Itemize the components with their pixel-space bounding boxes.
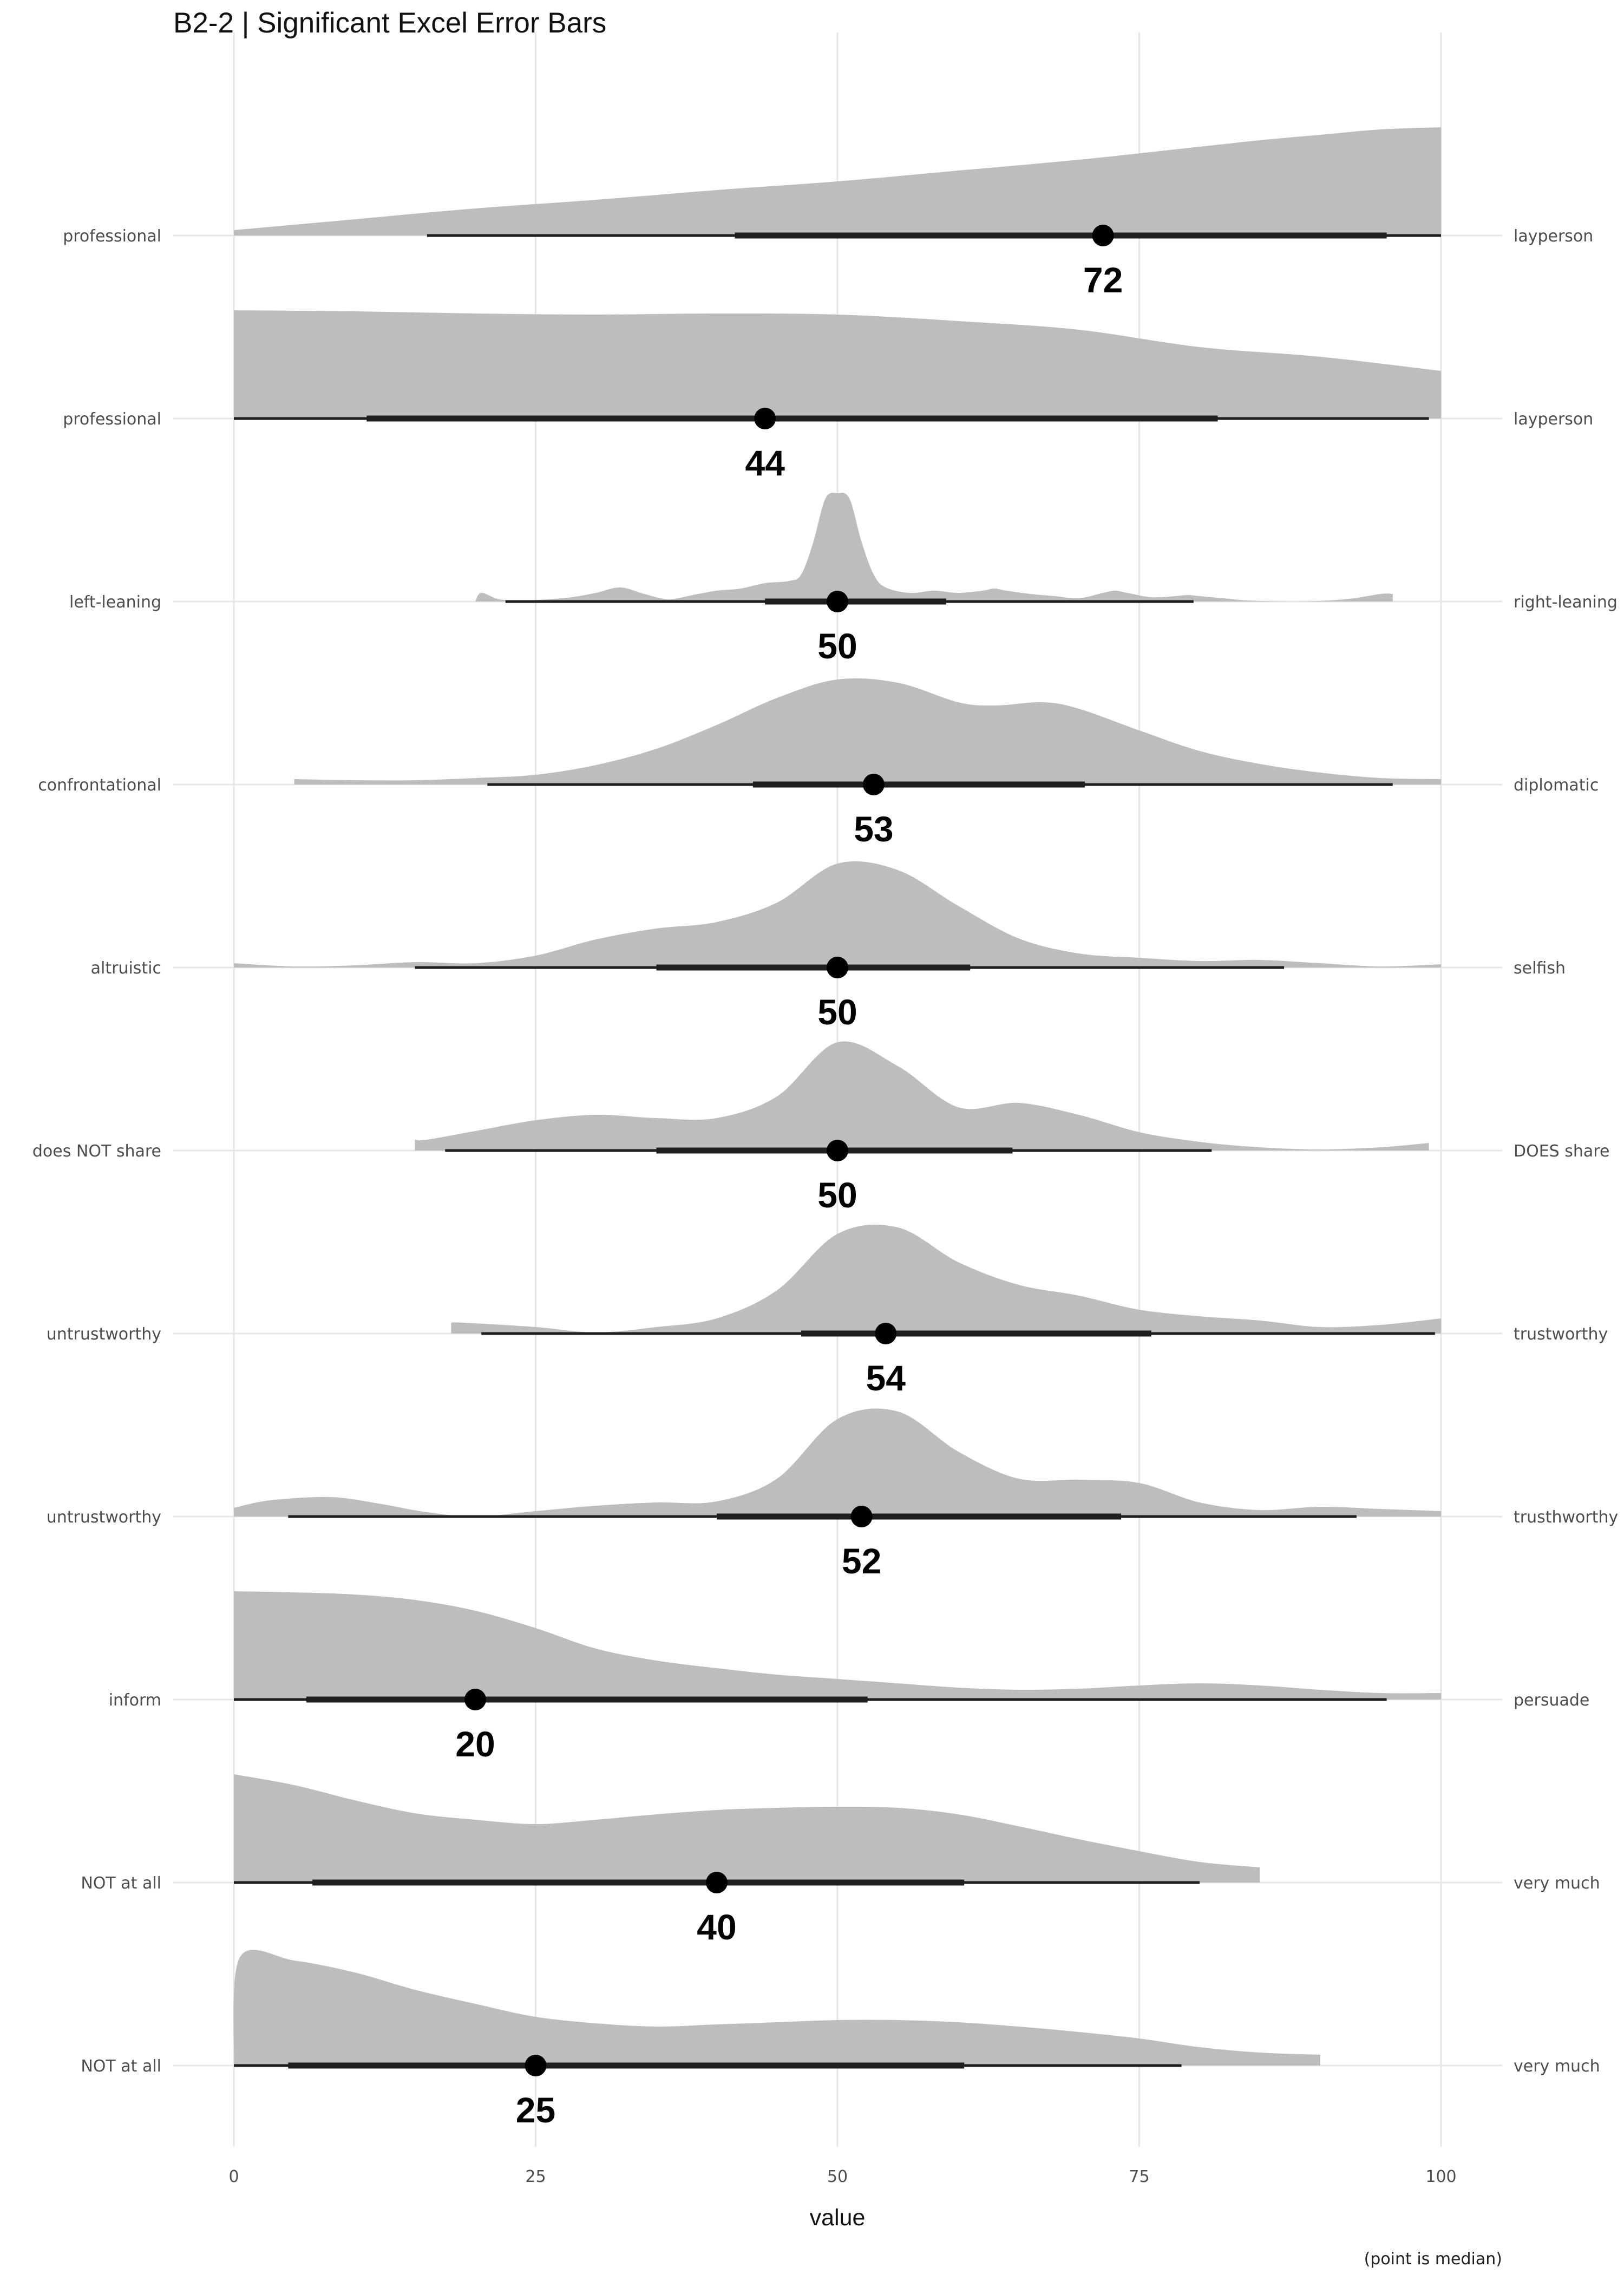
median-point <box>862 774 885 795</box>
density-area <box>451 1224 1441 1334</box>
ridge-row: 50 altruistic selfish <box>91 861 1566 1032</box>
x-tick-label: 0 <box>228 2167 239 2186</box>
right-label: trusthworthy <box>1514 1508 1618 1527</box>
left-label: untrustworthy <box>47 1508 161 1527</box>
median-label: 20 <box>455 1724 495 1764</box>
ridge-row: 54 untrustworthy trustworthy <box>47 1224 1608 1398</box>
right-label: very much <box>1514 2057 1600 2076</box>
x-tick-label: 50 <box>827 2167 848 2186</box>
right-label: persuade <box>1514 1691 1589 1710</box>
left-label: altruistic <box>91 959 161 978</box>
ridge-row: 50 does NOT share DOES share <box>32 1041 1609 1215</box>
density-area <box>294 678 1441 785</box>
density-area <box>475 493 1393 602</box>
ridge-row: 25 NOT at all very much <box>81 1950 1600 2130</box>
median-point <box>850 1506 873 1527</box>
median-label: 54 <box>866 1358 906 1398</box>
median-label: 53 <box>854 809 893 849</box>
right-label: very much <box>1514 1874 1600 1893</box>
median-point <box>754 408 776 429</box>
x-tick-label: 100 <box>1425 2167 1456 2186</box>
median-label: 50 <box>817 1175 857 1215</box>
chart-title: B2-2 | Significant Excel Error Bars <box>173 7 606 39</box>
median-point <box>875 1323 897 1344</box>
median-label: 25 <box>516 2090 555 2130</box>
right-label: layperson <box>1514 227 1593 246</box>
right-label: DOES share <box>1514 1142 1609 1161</box>
median-point <box>525 2055 547 2076</box>
median-label: 52 <box>842 1541 881 1581</box>
ridge-row: 50 left-leaning right-leaning <box>69 493 1618 666</box>
right-label: diplomatic <box>1514 776 1599 795</box>
density-area <box>234 861 1441 968</box>
ridge-row: 72 professional layperson <box>63 127 1593 300</box>
x-axis-title: value <box>810 2205 866 2231</box>
density-area <box>234 310 1441 419</box>
median-point <box>464 1689 486 1710</box>
right-label: right-leaning <box>1514 593 1618 612</box>
left-label: professional <box>63 227 161 246</box>
median-label: 50 <box>817 992 857 1032</box>
ridge-row: 52 untrustworthy trusthworthy <box>47 1408 1618 1581</box>
left-label: inform <box>109 1691 161 1710</box>
left-label: left-leaning <box>69 593 161 612</box>
ridge-row: 20 inform persuade <box>109 1591 1589 1764</box>
left-label: professional <box>63 410 161 429</box>
median-point <box>1092 225 1114 246</box>
right-label: layperson <box>1514 410 1593 429</box>
median-point <box>827 957 848 978</box>
median-label: 50 <box>817 626 857 666</box>
x-axis: 0 25 50 75 100 <box>228 2167 1456 2186</box>
right-label: trustworthy <box>1514 1325 1608 1344</box>
median-point <box>827 591 848 612</box>
density-area <box>234 127 1441 236</box>
density-area <box>234 1774 1260 1883</box>
x-tick-label: 25 <box>525 2167 546 2186</box>
median-label: 40 <box>697 1907 736 1947</box>
median-point <box>827 1140 848 1161</box>
density-area <box>234 1591 1441 1700</box>
ridges: 72 professional layperson 44 professional lay… <box>32 127 1618 2130</box>
chart-caption: (point is median) <box>1364 2250 1502 2269</box>
median-point <box>706 1872 728 1893</box>
ridge-row: 53 confrontational diplomatic <box>38 678 1599 849</box>
density-area <box>415 1041 1429 1151</box>
left-label: NOT at all <box>81 2057 161 2076</box>
left-label: confrontational <box>38 776 161 795</box>
median-label: 44 <box>745 443 785 483</box>
left-label: untrustworthy <box>47 1325 161 1344</box>
density-area <box>234 1408 1441 1517</box>
ridge-row: 40 NOT at all very much <box>81 1774 1600 1947</box>
right-label: selfish <box>1514 959 1566 978</box>
density-area <box>233 1950 1320 2066</box>
median-label: 72 <box>1083 260 1123 300</box>
x-tick-label: 75 <box>1129 2167 1149 2186</box>
ridge-row: 44 professional layperson <box>63 310 1593 483</box>
left-label: NOT at all <box>81 1874 161 1893</box>
left-label: does NOT share <box>32 1142 161 1161</box>
